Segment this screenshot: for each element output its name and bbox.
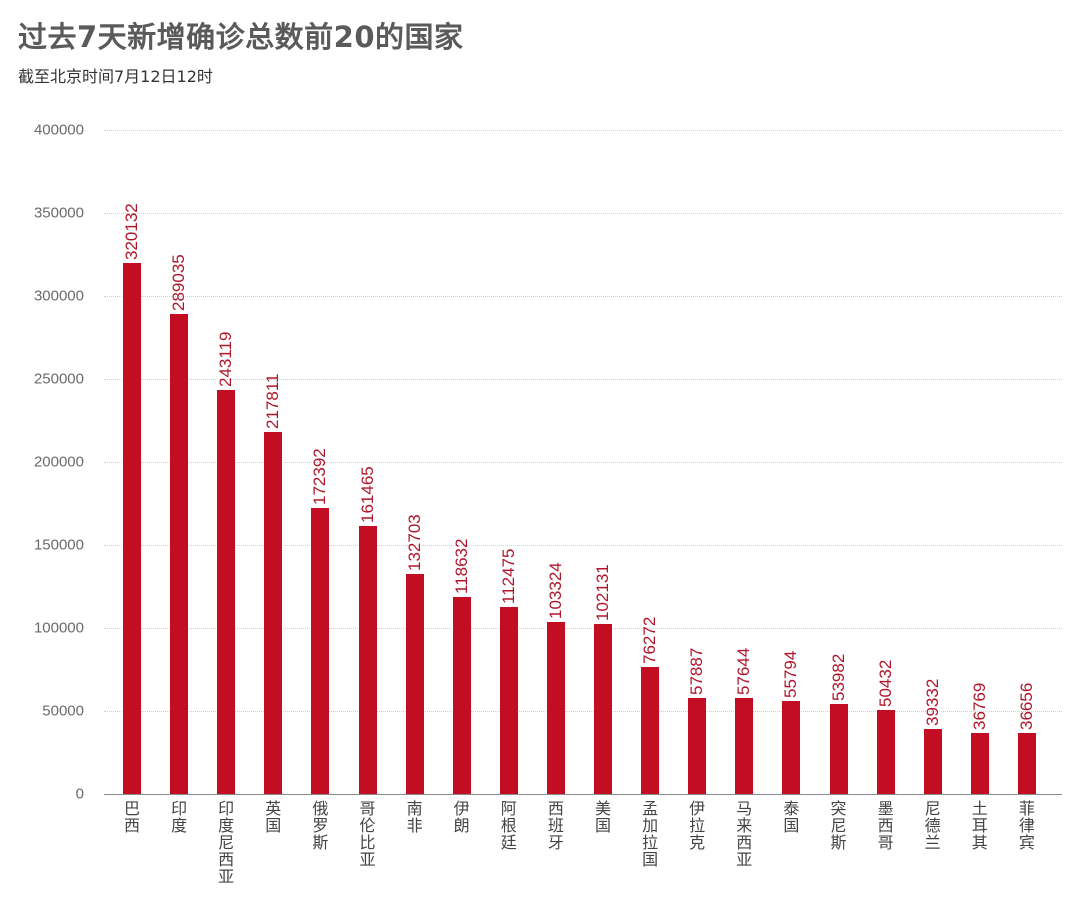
gridline [104, 213, 1062, 214]
bar [123, 262, 141, 794]
x-category-label: 伊拉克 [689, 799, 706, 852]
bar [923, 728, 942, 794]
chart-title: 过去7天新增确诊总数前20的国家 [18, 20, 464, 54]
gridline [104, 296, 1062, 297]
y-tick-label: 300000 [33, 287, 84, 305]
gridline [104, 462, 1062, 463]
x-category-label: 印度 [171, 799, 188, 835]
x-category-label: 墨西哥 [877, 799, 894, 852]
bar-value-label: 103324 [545, 562, 565, 620]
x-category-label: 尼德兰 [924, 799, 941, 852]
bar [546, 622, 565, 794]
bar-value-label: 36656 [1016, 682, 1036, 731]
x-category-label: 英国 [265, 799, 282, 835]
bar [735, 698, 754, 794]
x-category-label: 泰国 [783, 799, 800, 835]
x-category-label: 马来西亚 [736, 799, 753, 869]
bar-value-label: 36769 [969, 682, 989, 730]
bar-value-label: 289035 [169, 254, 189, 312]
bar-value-label: 55794 [781, 651, 801, 699]
bar-value-label: 39332 [922, 678, 942, 726]
x-category-label: 俄罗斯 [312, 799, 329, 852]
x-category-label: 突尼斯 [830, 799, 847, 852]
bar [594, 624, 612, 794]
gridline [104, 130, 1062, 131]
bar [452, 597, 471, 794]
bar-value-label: 161465 [357, 466, 377, 523]
x-category-label: 土耳其 [971, 799, 988, 852]
bar [311, 507, 330, 794]
bar [264, 432, 283, 794]
bar [1017, 733, 1036, 794]
bar [876, 710, 895, 794]
bar-value-label: 57887 [687, 647, 707, 695]
bar [641, 667, 660, 794]
bar-value-label: 118632 [451, 538, 471, 595]
bar-value-label: 172392 [310, 448, 330, 505]
gridline [104, 545, 1062, 546]
y-tick-label: 50000 [42, 702, 84, 720]
x-axis-line [104, 794, 1062, 795]
bar-value-label: 320132 [122, 202, 141, 260]
bar [688, 697, 707, 794]
x-category-label: 哥伦比亚 [359, 799, 376, 869]
y-tick-label: 350000 [33, 204, 84, 222]
bar-value-label: 243119 [216, 331, 236, 388]
x-category-label: 孟加拉国 [642, 799, 659, 869]
x-category-label: 印度尼西亚 [218, 799, 235, 886]
bar [170, 314, 189, 794]
y-tick-label: 400000 [33, 121, 84, 139]
bar-value-label: 112475 [498, 548, 518, 605]
bar-value-label: 57644 [734, 648, 754, 696]
x-category-label: 西班牙 [547, 799, 564, 852]
gridline [104, 379, 1062, 380]
y-tick-label: 150000 [33, 536, 84, 554]
y-tick-label: 100000 [33, 619, 84, 637]
bar [358, 525, 377, 794]
bar-value-label: 102131 [593, 564, 612, 622]
bar-value-label: 76272 [640, 617, 660, 665]
bar-value-label: 53982 [828, 654, 848, 702]
bar [970, 732, 989, 794]
bar [782, 701, 801, 794]
bar [405, 573, 424, 794]
x-category-label: 阿根廷 [500, 799, 517, 852]
x-category-label: 南非 [406, 799, 423, 835]
gridline [104, 628, 1062, 629]
bar [499, 607, 518, 794]
gridline [104, 711, 1062, 712]
x-category-label: 伊朗 [453, 799, 470, 835]
y-tick-label: 200000 [33, 453, 84, 471]
x-category-label: 巴西 [123, 799, 140, 835]
bar-value-label: 132703 [404, 513, 424, 571]
bar-value-label: 50432 [875, 660, 895, 708]
chart-subtitle: 截至北京时间7月12日12时 [18, 67, 213, 86]
y-tick-label: 250000 [33, 370, 84, 388]
y-tick-label: 0 [75, 785, 84, 803]
x-category-label: 美国 [594, 799, 611, 835]
bar-value-label: 217811 [263, 373, 283, 430]
x-category-label: 菲律宾 [1018, 799, 1035, 852]
bar [829, 704, 848, 794]
bar [217, 390, 236, 794]
